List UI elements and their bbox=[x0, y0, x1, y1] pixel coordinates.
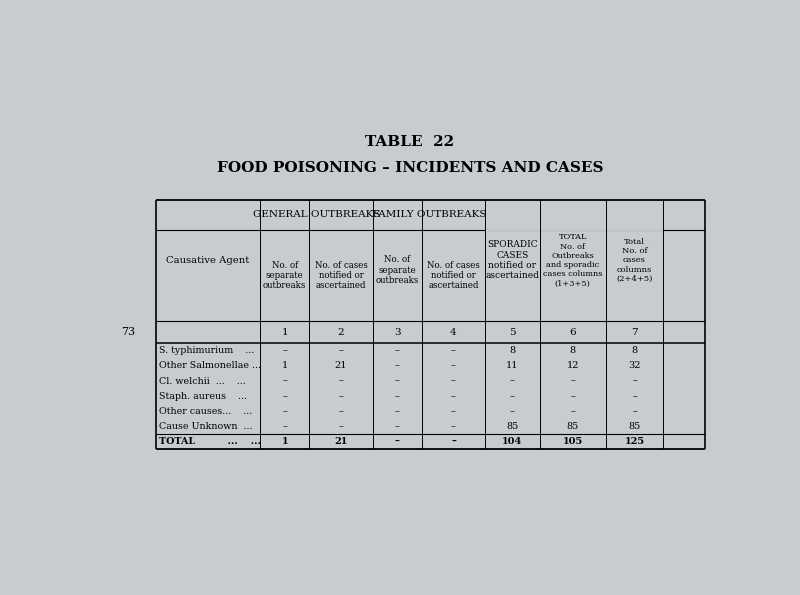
Text: 105: 105 bbox=[562, 437, 583, 446]
Text: –: – bbox=[632, 392, 637, 401]
Text: No. of cases
notified or
ascertained: No. of cases notified or ascertained bbox=[314, 261, 367, 290]
Text: 73: 73 bbox=[121, 327, 135, 337]
Text: –: – bbox=[338, 407, 343, 416]
Text: Causative Agent: Causative Agent bbox=[166, 256, 250, 265]
Text: S. typhimurium    ...: S. typhimurium ... bbox=[159, 346, 254, 355]
Text: 1: 1 bbox=[282, 328, 288, 337]
Text: 1: 1 bbox=[282, 437, 288, 446]
Text: –: – bbox=[451, 407, 456, 416]
Text: 8: 8 bbox=[570, 346, 576, 355]
Text: –: – bbox=[632, 377, 637, 386]
Text: –: – bbox=[394, 407, 400, 416]
Text: 21: 21 bbox=[334, 361, 347, 371]
Text: 125: 125 bbox=[625, 437, 645, 446]
Text: Cl. welchii  ...    ...: Cl. welchii ... ... bbox=[159, 377, 246, 386]
Text: SPORADIC
CASES
notified or
ascertained: SPORADIC CASES notified or ascertained bbox=[486, 240, 539, 280]
Text: –: – bbox=[570, 377, 575, 386]
Text: Other causes...    ...: Other causes... ... bbox=[159, 407, 252, 416]
Text: –: – bbox=[282, 407, 287, 416]
Text: –: – bbox=[282, 392, 287, 401]
Text: TOTAL          ...    ...: TOTAL ... ... bbox=[159, 437, 261, 446]
Text: 85: 85 bbox=[566, 422, 579, 431]
Text: –: – bbox=[282, 346, 287, 355]
Text: 21: 21 bbox=[334, 437, 348, 446]
Text: –: – bbox=[451, 392, 456, 401]
Text: –: – bbox=[451, 437, 456, 446]
Text: –: – bbox=[570, 392, 575, 401]
Text: 85: 85 bbox=[506, 422, 518, 431]
Text: –: – bbox=[282, 377, 287, 386]
Text: Other Salmonellae ...: Other Salmonellae ... bbox=[159, 361, 261, 371]
Text: No. of
separate
outbreaks
​: No. of separate outbreaks ​ bbox=[375, 255, 419, 296]
Text: No. of cases
notified or
ascertained: No. of cases notified or ascertained bbox=[427, 261, 480, 290]
Text: –: – bbox=[394, 346, 400, 355]
Text: –: – bbox=[570, 407, 575, 416]
Text: –: – bbox=[394, 392, 400, 401]
Text: 12: 12 bbox=[566, 361, 579, 371]
Text: –: – bbox=[510, 377, 515, 386]
Text: –: – bbox=[338, 377, 343, 386]
Text: 3: 3 bbox=[394, 328, 401, 337]
Text: –: – bbox=[451, 422, 456, 431]
Text: –: – bbox=[394, 377, 400, 386]
Text: No. of
separate
outbreaks: No. of separate outbreaks bbox=[263, 261, 306, 290]
Text: –: – bbox=[510, 407, 515, 416]
Text: Cause Unknown  ...: Cause Unknown ... bbox=[159, 422, 253, 431]
Text: –: – bbox=[394, 437, 400, 446]
Text: 4: 4 bbox=[450, 328, 457, 337]
Text: –: – bbox=[451, 377, 456, 386]
Text: Total
No. of
cases
columns
(2+4+5): Total No. of cases columns (2+4+5) bbox=[616, 238, 653, 283]
Text: 8: 8 bbox=[631, 346, 638, 355]
Text: 11: 11 bbox=[506, 361, 518, 371]
Text: 104: 104 bbox=[502, 437, 522, 446]
Text: 8: 8 bbox=[510, 346, 515, 355]
Text: 85: 85 bbox=[629, 422, 641, 431]
Text: –: – bbox=[394, 422, 400, 431]
Text: TABLE  22: TABLE 22 bbox=[366, 136, 454, 149]
Text: 2: 2 bbox=[338, 328, 344, 337]
Text: 6: 6 bbox=[570, 328, 576, 337]
Text: 5: 5 bbox=[509, 328, 516, 337]
Text: TOTAL
No. of
Outbreaks
and sporadic
cases columns
(1+3+5): TOTAL No. of Outbreaks and sporadic case… bbox=[543, 233, 602, 287]
Text: FOOD POISONING – INCIDENTS AND CASES: FOOD POISONING – INCIDENTS AND CASES bbox=[217, 161, 603, 174]
Text: –: – bbox=[338, 392, 343, 401]
Text: –: – bbox=[338, 346, 343, 355]
Text: –: – bbox=[632, 407, 637, 416]
Text: –: – bbox=[338, 422, 343, 431]
Text: 32: 32 bbox=[628, 361, 641, 371]
Text: GENERAL OUTBREAKS: GENERAL OUTBREAKS bbox=[253, 211, 380, 220]
Text: –: – bbox=[510, 392, 515, 401]
Text: 7: 7 bbox=[631, 328, 638, 337]
Text: –: – bbox=[394, 361, 400, 371]
Text: –: – bbox=[451, 346, 456, 355]
Text: –: – bbox=[451, 361, 456, 371]
Text: FAMILY OUTBREAKS: FAMILY OUTBREAKS bbox=[371, 211, 486, 220]
Text: Staph. aureus    ...: Staph. aureus ... bbox=[159, 392, 247, 401]
Text: 1: 1 bbox=[282, 361, 288, 371]
Text: –: – bbox=[282, 422, 287, 431]
